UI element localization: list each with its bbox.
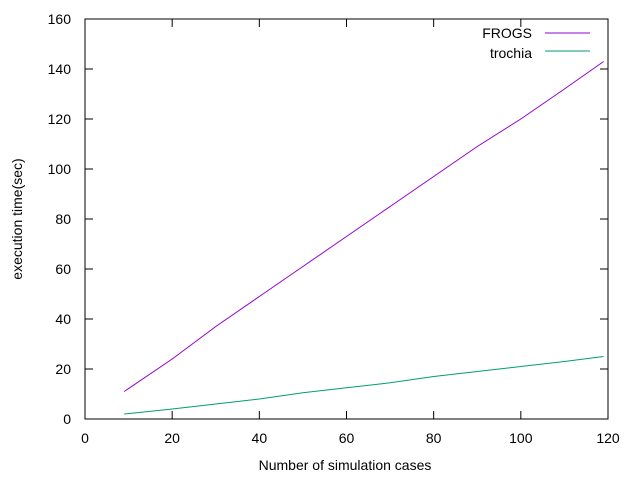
x-tick-label: 60 bbox=[339, 430, 355, 446]
y-tick-label: 40 bbox=[55, 311, 71, 327]
x-tick-label: 40 bbox=[252, 430, 268, 446]
plot-border bbox=[84, 18, 609, 420]
x-tick-label: 80 bbox=[426, 430, 442, 446]
y-tick-label: 60 bbox=[55, 261, 71, 277]
y-tick-label: 20 bbox=[55, 361, 71, 377]
y-tick-label: 0 bbox=[63, 411, 71, 427]
series-line-frogs bbox=[123, 61, 604, 392]
y-tick-label: 140 bbox=[48, 61, 72, 77]
series-layer bbox=[123, 61, 604, 415]
y-tick-label: 160 bbox=[48, 11, 72, 27]
x-tick-label: 120 bbox=[596, 430, 620, 446]
y-tick-label: 120 bbox=[48, 111, 72, 127]
plot-frame bbox=[84, 18, 609, 420]
x-axis-label: Number of simulation cases bbox=[259, 457, 432, 473]
x-tick-label: 0 bbox=[81, 430, 89, 446]
y-tick-label: 100 bbox=[48, 161, 72, 177]
y-axis-label: execution time(sec) bbox=[9, 158, 25, 279]
legend: FROGS trochia bbox=[482, 25, 590, 61]
tick-labels: 0 20 40 60 80 100 120 0 20 40 60 80 100 120 140 160 bbox=[48, 11, 620, 446]
x-tick-label: 100 bbox=[509, 430, 533, 446]
x-tick-label: 20 bbox=[164, 430, 180, 446]
legend-label-frogs: FROGS bbox=[482, 25, 532, 41]
axis-ticks bbox=[84, 18, 609, 420]
legend-label-trochia: trochia bbox=[490, 45, 532, 61]
y-tick-label: 80 bbox=[55, 211, 71, 227]
series-line-trochia bbox=[124, 356, 604, 415]
